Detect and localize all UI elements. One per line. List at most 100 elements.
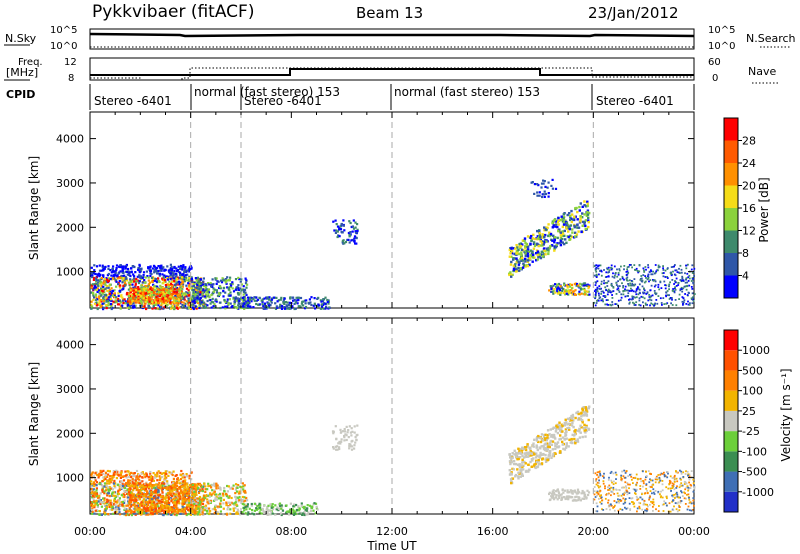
velocity-cell <box>191 501 194 504</box>
power-cell <box>684 281 687 284</box>
power-cell <box>282 301 285 304</box>
velocity-cell <box>174 482 178 485</box>
velocity-cell <box>124 514 128 517</box>
power-cell <box>222 287 225 290</box>
power-cell <box>609 303 611 306</box>
power-cell <box>679 288 682 291</box>
power-cell <box>263 297 266 300</box>
power-cell <box>645 303 647 306</box>
velocity-cell <box>170 498 173 501</box>
velocity-cell <box>179 492 182 495</box>
power-cell <box>182 272 185 276</box>
power-cell <box>637 287 640 290</box>
power-cell <box>229 294 232 297</box>
power-cell <box>108 288 111 292</box>
power-cell <box>547 223 550 226</box>
power-cell <box>253 296 256 299</box>
velocity-cell <box>104 489 108 492</box>
power-cell <box>651 273 654 276</box>
power-cell <box>544 233 547 237</box>
power-cell <box>224 278 228 281</box>
power-cell <box>693 275 695 277</box>
power-cell <box>577 226 581 229</box>
velocity-cell <box>138 503 142 506</box>
power-cell <box>606 285 609 287</box>
power-cell <box>107 286 110 289</box>
power-cell <box>344 240 348 244</box>
power-cell <box>188 275 191 278</box>
power-data <box>90 178 696 311</box>
power-cell <box>688 274 691 277</box>
power-cell <box>224 281 227 284</box>
velocity-cell <box>145 483 148 486</box>
velocity-cell <box>161 496 164 499</box>
power-cell <box>131 300 134 303</box>
velocity-cell <box>155 475 158 478</box>
velocity-cell <box>227 496 230 499</box>
power-cell <box>174 285 177 288</box>
power-cell <box>509 263 513 266</box>
velocity-cell <box>203 506 206 509</box>
power-cell <box>100 300 103 303</box>
velocity-cell <box>158 478 161 481</box>
velocity-cell <box>153 491 156 494</box>
power-cell <box>145 289 148 292</box>
power-cell <box>514 263 517 266</box>
power-cell <box>562 223 566 226</box>
power-cell <box>293 302 296 305</box>
power-cell <box>97 279 100 282</box>
velocity-cell <box>186 501 189 504</box>
power-cell <box>578 290 581 293</box>
power-cell <box>255 296 258 299</box>
power-cell <box>296 302 299 305</box>
power-cell <box>166 283 169 286</box>
power-cell <box>524 247 527 250</box>
power-cell <box>114 279 118 282</box>
power-cell <box>671 304 674 306</box>
power-cell <box>181 281 184 284</box>
power-cell <box>517 252 520 255</box>
velocity-cell <box>179 487 182 490</box>
power-cell <box>310 296 313 299</box>
power-cell <box>597 267 600 270</box>
velocity-cell <box>97 473 100 477</box>
velocity-cell <box>114 471 117 474</box>
power-cell <box>533 192 536 195</box>
velocity-cell <box>137 496 140 499</box>
velocity-cell <box>132 482 135 485</box>
power-cell <box>644 275 647 277</box>
power-cell <box>551 226 554 229</box>
velocity-cell <box>213 507 216 510</box>
power-cell <box>109 298 112 301</box>
power-cell <box>672 288 674 290</box>
velocity-cell <box>216 510 219 514</box>
power-cell <box>653 285 656 288</box>
power-cell <box>240 283 244 286</box>
power-cell <box>201 289 204 292</box>
velocity-cell <box>206 501 209 504</box>
power-cell <box>145 307 148 311</box>
velocity-cell <box>191 511 194 514</box>
velocity-cell <box>117 474 120 477</box>
power-cell <box>194 298 197 301</box>
velocity-cell <box>145 500 149 503</box>
power-cell <box>634 291 637 293</box>
velocity-cell <box>222 502 225 505</box>
power-cell <box>569 216 572 219</box>
power-cell <box>559 243 563 247</box>
power-cell <box>525 245 529 248</box>
power-cell <box>165 291 168 294</box>
velocity-cell <box>164 486 167 489</box>
power-cell <box>526 235 530 238</box>
power-cell <box>182 301 185 304</box>
power-cell <box>171 292 174 296</box>
power-cell <box>152 279 155 282</box>
power-cell <box>195 307 198 310</box>
power-cell <box>281 305 284 308</box>
velocity-cell <box>135 484 138 487</box>
power-cell <box>649 279 652 281</box>
power-cell <box>109 302 113 306</box>
power-cell <box>102 274 105 277</box>
velocity-cell <box>165 513 168 516</box>
power-cell <box>114 296 118 299</box>
